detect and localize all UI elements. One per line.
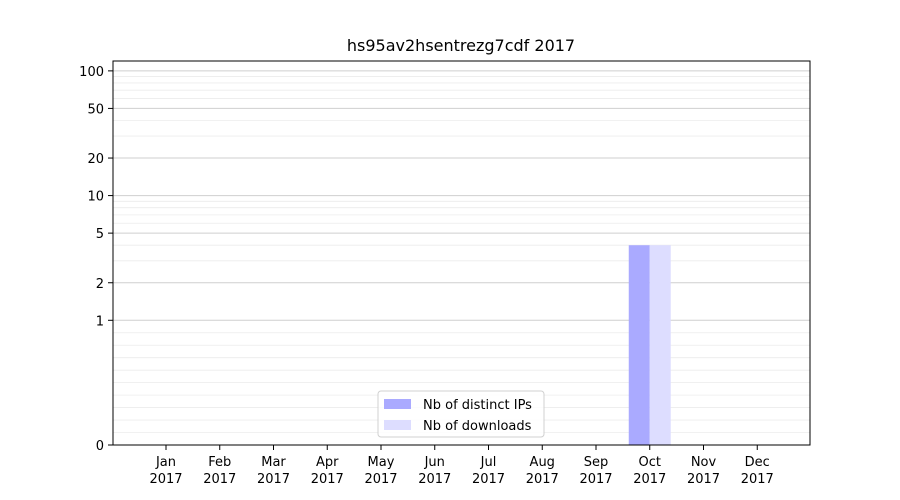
x-tick-label: Sep: [584, 455, 609, 470]
x-axis: Jan 2017 Feb 2017 Mar 2017 Apr 2017 May 2017 Jun 20…: [149, 445, 774, 487]
y-tick-label: 0: [96, 439, 104, 454]
x-tick-label: Dec: [745, 455, 770, 470]
bars: [628, 245, 671, 445]
x-tick-label-year: 2017: [149, 472, 182, 487]
x-tick-label: Jun: [424, 455, 445, 470]
legend-swatch: [384, 420, 411, 430]
x-tick-label-year: 2017: [526, 472, 559, 487]
x-tick-label: Apr: [316, 455, 339, 470]
x-tick-label-year: 2017: [311, 472, 344, 487]
legend-label: Nb of distinct IPs: [423, 398, 532, 413]
y-tick-label: 1: [96, 314, 104, 329]
y-tick-label: 50: [87, 102, 104, 117]
bar-distinct-ips: [628, 245, 650, 445]
legend: Nb of distinct IPs Nb of downloads: [377, 390, 545, 438]
bar-downloads: [649, 245, 671, 445]
x-tick-label-year: 2017: [418, 472, 451, 487]
plot-frame: [112, 60, 811, 446]
y-tick-label: 10: [87, 190, 104, 205]
y-tick-label: 100: [79, 65, 104, 80]
chart-title: hs95av2hsentrezg7cdf 2017: [347, 36, 575, 55]
x-tick-label: Jul: [480, 455, 497, 470]
x-tick-label-year: 2017: [687, 472, 720, 487]
y-tick-label: 5: [96, 227, 104, 242]
x-tick-label-year: 2017: [472, 472, 505, 487]
x-tick-label: Oct: [639, 455, 661, 470]
x-tick-label-year: 2017: [741, 472, 774, 487]
x-tick-label: Mar: [261, 455, 286, 470]
y-tick-label: 2: [96, 277, 104, 292]
grid-lines: [113, 70, 810, 433]
x-tick-label-year: 2017: [364, 472, 397, 487]
x-tick-label-year: 2017: [579, 472, 612, 487]
x-tick-label: Jan: [155, 455, 176, 470]
legend-box: [377, 390, 545, 438]
y-axis: 0 1 2 5 10 20 50 100: [79, 65, 113, 454]
x-tick-label: Aug: [530, 455, 555, 470]
x-tick-label: Feb: [208, 455, 231, 470]
y-tick-label: 20: [87, 152, 104, 167]
legend-label: Nb of downloads: [423, 419, 532, 434]
x-tick-label-year: 2017: [633, 472, 666, 487]
x-tick-label: May: [368, 455, 395, 470]
x-tick-label-year: 2017: [203, 472, 236, 487]
x-tick-label-year: 2017: [257, 472, 290, 487]
x-tick-label: Nov: [691, 455, 717, 470]
legend-swatch: [384, 399, 411, 409]
